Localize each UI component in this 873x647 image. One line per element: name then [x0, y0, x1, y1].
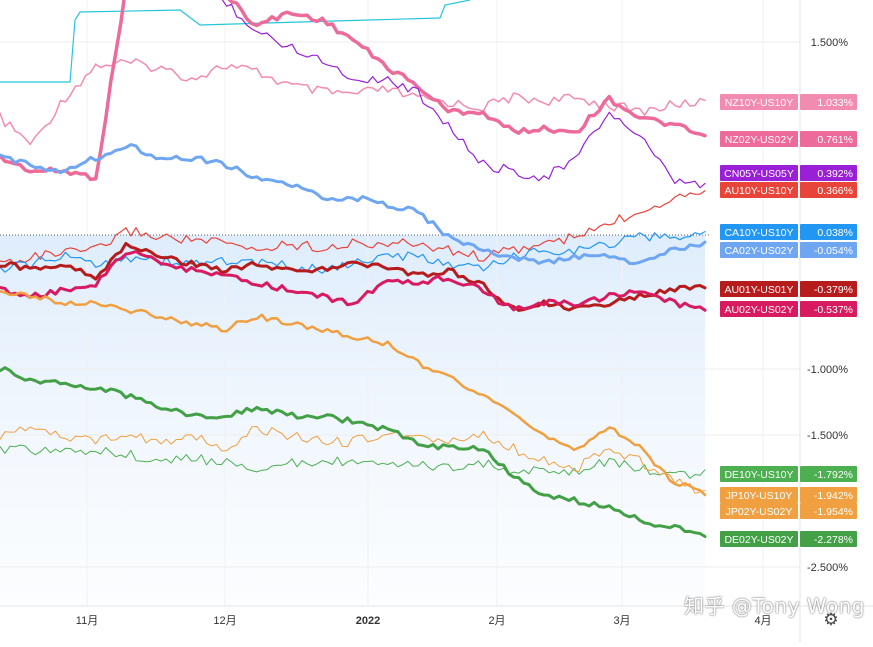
series-name-badge	[720, 182, 798, 198]
y-tick-label: -1.500%	[807, 430, 848, 442]
series-value-text: -1.942%	[814, 490, 853, 502]
series-label-au10y-us10y[interactable]: AU10Y-US10Y 0.366%	[720, 182, 857, 198]
series-name-badge	[720, 131, 798, 147]
series-name-badge	[720, 94, 798, 110]
series-name-badge	[720, 242, 798, 258]
series-name-badge	[720, 224, 798, 240]
gear-icon[interactable]: ⚙	[823, 610, 839, 630]
series-name-badge	[720, 503, 798, 519]
watermark: 知乎 @Tony Wong	[684, 594, 865, 618]
series-line-de10y-us10y	[0, 444, 706, 479]
series-name-text: DE10Y-US10Y	[724, 469, 793, 481]
series-value-text: -1.792%	[814, 469, 853, 481]
series-name-text: JP02Y-US02Y	[726, 506, 793, 518]
series-line-ca02y-us02y	[0, 143, 707, 266]
series-name-text: AU01Y-US01Y	[724, 284, 793, 296]
series-line-au02y-us02y	[0, 250, 707, 312]
series-value-text: 0.366%	[817, 185, 853, 197]
series-name-text: AU10Y-US10Y	[724, 185, 793, 197]
x-tick-label: 3月	[613, 615, 630, 627]
series-value-badge	[800, 281, 857, 297]
series-value-text: 0.392%	[817, 168, 853, 180]
x-tick-label: 2月	[488, 615, 505, 627]
series-value-badge	[800, 94, 857, 110]
series-value-badge	[800, 224, 857, 240]
series-value-text: -0.379%	[814, 284, 853, 296]
x-tick-label: 11月	[76, 615, 98, 627]
series-label-au01y-us01y[interactable]: AU01Y-US01Y -0.379%	[720, 281, 857, 297]
series-line-au01y-us01y	[0, 241, 707, 312]
series-label-de02y-us02y[interactable]: DE02Y-US02Y -2.278%	[720, 531, 857, 547]
series-line-jp02y-us02y	[0, 289, 707, 497]
series-value-badge	[800, 131, 857, 147]
series-name-text: CA10Y-US10Y	[724, 227, 793, 239]
series-label-jp10y-us10y[interactable]: JP10Y-US10Y -1.942%	[720, 487, 857, 503]
series-name-badge	[720, 466, 798, 482]
x-tick-label: 2022	[356, 615, 380, 627]
series-value-text: 0.038%	[817, 227, 853, 239]
series-label-ca10y-us10y[interactable]: CA10Y-US10Y 0.038%	[720, 224, 857, 240]
series-name-badge	[720, 281, 798, 297]
series-name-badge	[720, 165, 798, 181]
series-name-badge	[720, 301, 798, 317]
series-name-text: NZ02Y-US02Y	[725, 134, 793, 146]
series-value-text: -2.278%	[814, 534, 853, 546]
series-value-text: 0.761%	[817, 134, 853, 146]
series-value-badge	[800, 531, 857, 547]
series-value-text: -0.537%	[814, 304, 853, 316]
series-name-text: CN05Y-US05Y	[724, 168, 794, 180]
series-value-badge	[800, 487, 857, 503]
series-name-text: JP10Y-US10Y	[726, 490, 793, 502]
series-label-nz02y-us02y[interactable]: NZ02Y-US02Y 0.761%	[720, 131, 857, 147]
series-value-text: -0.054%	[814, 245, 853, 257]
series-label-cn05y-us05y[interactable]: CN05Y-US05Y 0.392%	[720, 165, 857, 181]
series-value-badge	[800, 466, 857, 482]
y-tick-label: -1.000%	[807, 364, 848, 376]
series-value-badge	[800, 503, 857, 519]
baseline-area	[0, 235, 705, 605]
series-name-badge	[720, 487, 798, 503]
series-value-text: -1.954%	[814, 506, 853, 518]
series-name-badge	[720, 531, 798, 547]
series-value-badge	[800, 165, 857, 181]
series-line-nz02y-us02y	[0, 0, 707, 182]
series-line-au10y-us10y	[0, 190, 706, 265]
series-label-de10y-us10y[interactable]: DE10Y-US10Y -1.792%	[720, 466, 857, 482]
x-tick-label: 12月	[213, 615, 236, 627]
series-value-badge	[800, 301, 857, 317]
series-line-jp10y-us10y	[0, 425, 706, 494]
series-value-text: 1.033%	[817, 97, 853, 109]
series-name-text: AU02Y-US02Y	[724, 304, 793, 316]
y-tick-label: 1.500%	[811, 37, 849, 49]
series-name-text: DE02Y-US02Y	[724, 534, 793, 546]
series-label-jp02y-us02y[interactable]: JP02Y-US02Y -1.954%	[720, 503, 857, 519]
series-line-cn05y-us05y	[221, 0, 706, 189]
series-line-de02y-us02y	[0, 366, 707, 538]
series-label-ca02y-us02y[interactable]: CA02Y-US02Y -0.054%	[720, 242, 857, 258]
series-label-au02y-us02y[interactable]: AU02Y-US02Y -0.537%	[720, 301, 857, 317]
series-name-text: NZ10Y-US10Y	[725, 97, 793, 109]
y-tick-label: -2.500%	[807, 562, 848, 574]
series-value-badge	[800, 182, 857, 198]
series-value-badge	[800, 242, 857, 258]
series-name-text: CA02Y-US02Y	[724, 245, 793, 257]
x-tick-label: 4月	[754, 615, 771, 627]
series-label-nz10y-us10y[interactable]: NZ10Y-US10Y 1.033%	[720, 94, 857, 110]
series-line-top	[0, 0, 471, 83]
series-line-nz10y-us10y	[0, 58, 706, 146]
